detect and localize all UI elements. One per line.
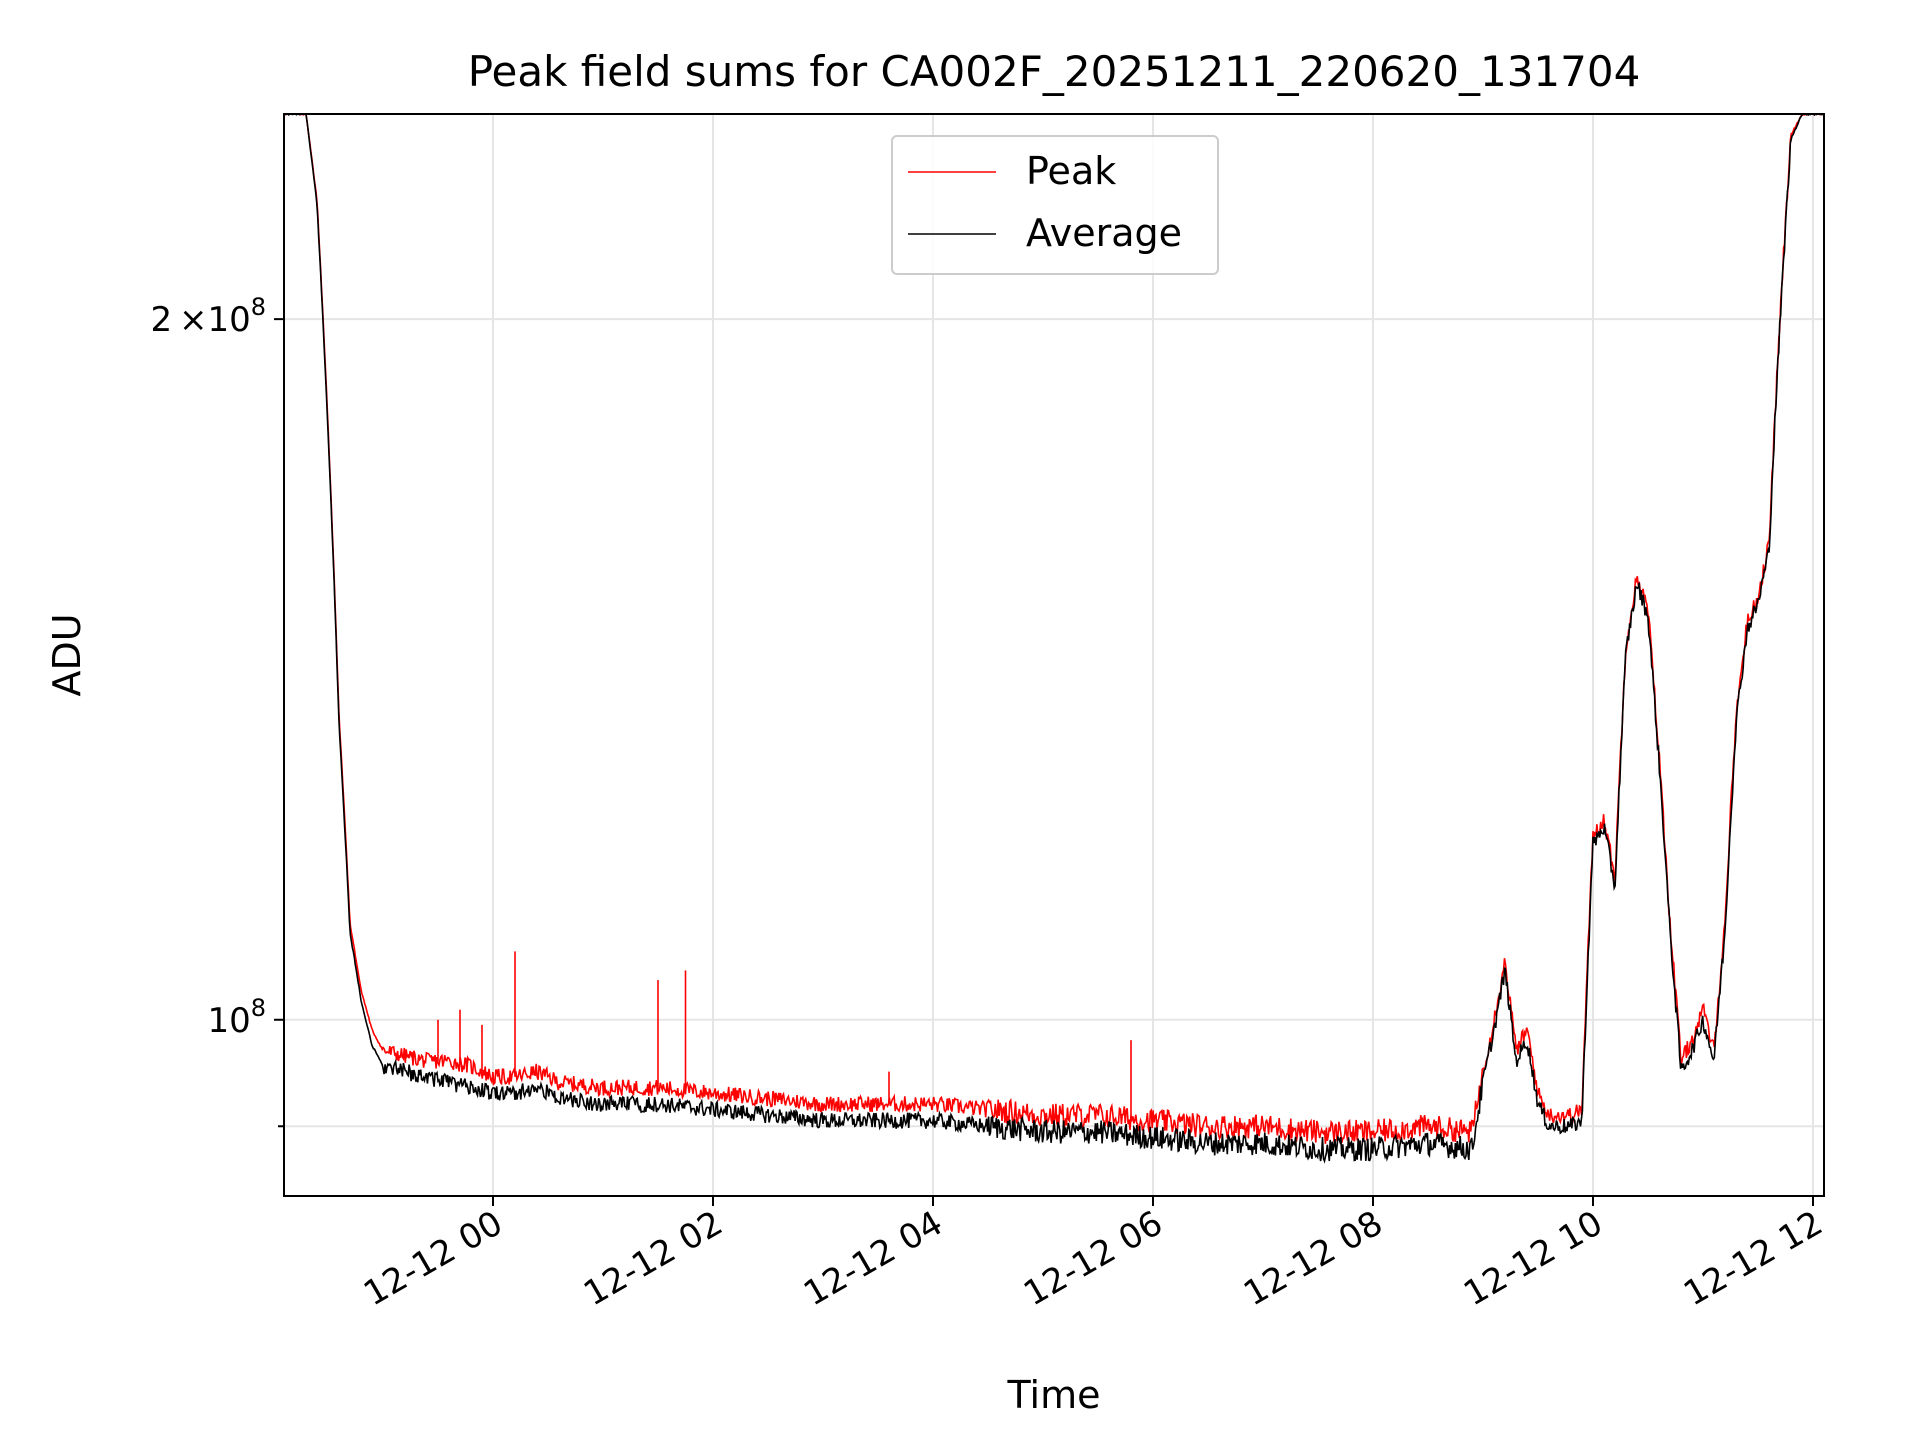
series-layer xyxy=(284,114,1824,1164)
y-tick-label: 2 ×108 xyxy=(151,293,266,340)
y-tick-label: 108 xyxy=(207,994,266,1041)
x-tick-label: 12-12 06 xyxy=(1017,1203,1169,1314)
x-tick-label: 12-12 12 xyxy=(1677,1203,1829,1314)
x-tick-label: 12-12 08 xyxy=(1237,1203,1389,1314)
x-tick-label: 12-12 10 xyxy=(1457,1203,1609,1314)
legend-average-label: Average xyxy=(1026,211,1182,255)
legend-box xyxy=(891,135,1219,275)
series-line-average xyxy=(284,114,1824,1164)
ticks: 12-12 00 12-12 02 12-12 04 12-12 06 12-12 08… xyxy=(151,293,1830,1314)
x-tick-label: 12-12 02 xyxy=(577,1203,729,1314)
y-axis-label: ADU xyxy=(45,613,89,696)
legend: Peak Average xyxy=(891,135,1219,275)
x-tick-label: 12-12 04 xyxy=(797,1203,949,1314)
chart-title: Peak field sums for CA002F_20251211_2206… xyxy=(468,47,1641,96)
x-axis-label: Time xyxy=(1007,1373,1101,1417)
x-tick-label: 12-12 00 xyxy=(357,1203,509,1314)
plot-frame xyxy=(283,113,1825,1197)
legend-peak-label: Peak xyxy=(1026,149,1116,193)
